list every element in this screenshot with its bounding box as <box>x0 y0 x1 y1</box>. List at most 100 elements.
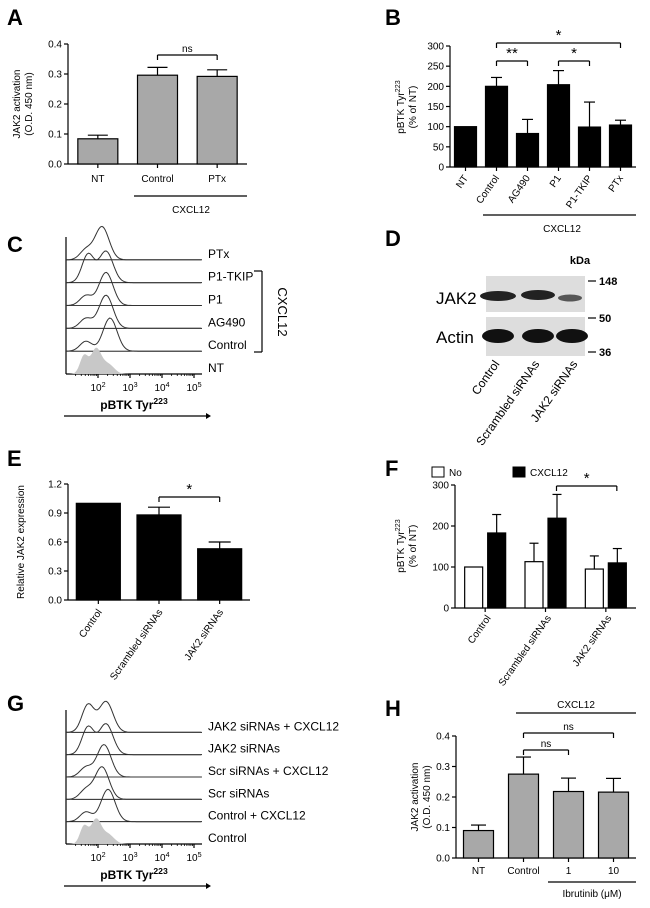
y-axis-label: (O.D. 450 nm) <box>422 765 433 828</box>
y-tick-label: 300 <box>427 42 444 53</box>
chart-B: 0 50 100 150 200 250 300 NT Control AG490 P1 P1-TKI… <box>393 27 636 235</box>
y-tick-label: 200 <box>427 82 444 93</box>
track-label: JAK2 siRNAs + CXCL12 <box>208 719 339 733</box>
jak2-band <box>558 294 582 302</box>
group-label: CXCL12 <box>557 700 595 711</box>
histogram-curve <box>65 294 201 329</box>
histogram-C: 102 103 104 105 pBTK Tyr223 PTx P1-TKIP P1 AG490… <box>64 225 290 419</box>
significance-label: * <box>584 470 590 487</box>
x-tick-label: PTx <box>208 174 226 185</box>
x-tick-label: Scrambled siRNAs <box>497 613 554 688</box>
x-tick-label: Control <box>507 866 539 877</box>
histogram-curve <box>66 250 201 284</box>
row-label: Actin <box>436 328 474 347</box>
histogram-curve <box>65 744 201 778</box>
significance-label: * <box>556 27 562 44</box>
bar <box>597 791 630 859</box>
y-tick-label: 200 <box>432 522 449 533</box>
y-tick-label: 0.2 <box>48 100 62 111</box>
histogram-curve <box>66 700 201 733</box>
actin-band <box>482 329 514 343</box>
track-label: P1-TKIP <box>208 270 253 284</box>
track-label: Control <box>208 338 247 352</box>
y-axis-label: JAK2 activation <box>12 70 23 139</box>
y-tick-label: 0.3 <box>436 762 450 773</box>
track-label: AG490 <box>208 315 246 329</box>
histogram-fill <box>66 818 202 844</box>
x-tick-label: 105 <box>186 380 201 394</box>
y-axis-label: pBTK Tyr223 <box>393 519 407 573</box>
bar <box>524 561 544 609</box>
y-tick-label: 300 <box>432 481 449 492</box>
y-axis-label: Relative JAK2 expression <box>16 485 27 599</box>
histogram-fill <box>66 347 202 374</box>
y-tick-label: 0 <box>438 163 444 174</box>
panel-label-C: C <box>7 232 23 257</box>
bar <box>507 773 540 859</box>
y-tick-label: 0.2 <box>436 793 450 804</box>
actin-band <box>556 329 588 343</box>
track-label: PTx <box>208 247 229 261</box>
row-label: JAK2 <box>436 289 477 308</box>
marker-label: 148 <box>599 276 617 288</box>
bar <box>547 517 567 609</box>
y-tick-label: 1.2 <box>48 480 62 491</box>
legend-label: No <box>449 468 462 479</box>
bar <box>546 84 571 168</box>
bar <box>484 85 509 168</box>
x-axis-label: pBTK Tyr223 <box>100 866 168 882</box>
x-tick-label: PTx <box>607 173 626 194</box>
x-tick-label: 10 <box>608 866 620 877</box>
x-tick-label: Control <box>474 173 502 206</box>
bar <box>77 138 119 165</box>
bracket-label: CXCL12 <box>275 287 290 336</box>
track-label: Scr siRNAs + CXCL12 <box>208 764 329 778</box>
panel-label-B: B <box>385 5 401 30</box>
track-label: P1 <box>208 293 223 307</box>
significance-label: ns <box>182 44 193 55</box>
x-tick-label: 103 <box>122 380 137 394</box>
y-axis-label: (% of NT) <box>408 525 419 568</box>
bar <box>487 532 507 609</box>
x-tick-label: NT <box>454 173 471 190</box>
x-tick-label: JAK2 siRNAs <box>571 613 614 668</box>
marker-label: 36 <box>599 347 611 359</box>
legend-label: CXCL12 <box>530 468 568 479</box>
track-label: NT <box>208 361 225 375</box>
marker-label: 50 <box>599 313 611 325</box>
chart-E: 0.0 0.3 0.6 0.9 1.2 Control Scrambled siRNAs JA… <box>16 480 250 682</box>
y-tick-label: 0.6 <box>48 538 62 549</box>
x-tick-label: NT <box>472 866 485 877</box>
significance-label: ns <box>563 722 574 733</box>
y-tick-label: 100 <box>427 122 444 133</box>
significance-label: ns <box>541 739 552 750</box>
y-axis-label: pBTK Tyr223 <box>393 80 407 134</box>
x-tick-label: AG490 <box>506 173 533 205</box>
histogram-G: 102 103 104 105 pBTK Tyr223 JAK2 siRNAs + CXC… <box>64 700 339 889</box>
histogram-curve <box>66 723 201 756</box>
x-tick-label: NT <box>91 174 104 185</box>
jak2-band <box>480 291 516 301</box>
y-tick-label: 0.3 <box>48 70 62 81</box>
bar <box>515 132 540 168</box>
x-tick-label: Control <box>141 174 173 185</box>
y-tick-label: 0.1 <box>436 823 450 834</box>
chart-H: 0.0 0.1 0.2 0.3 0.4 NT Control 1 10 CXCL12 Ibrutin… <box>410 700 636 900</box>
y-tick-label: 50 <box>433 142 445 153</box>
histogram-curve <box>65 225 201 261</box>
group-label: CXCL12 <box>172 205 210 216</box>
bar <box>136 514 182 601</box>
y-tick-label: 0.0 <box>48 596 62 607</box>
histogram-curve <box>65 766 201 800</box>
x-tick-label: Control <box>466 613 494 646</box>
y-tick-label: 100 <box>432 563 449 574</box>
panel-label-F: F <box>385 456 398 481</box>
x-tick-label: P1-TKIP <box>564 173 595 211</box>
y-tick-label: 0.0 <box>436 854 450 865</box>
x-axis-label: pBTK Tyr223 <box>100 396 168 412</box>
y-tick-label: 250 <box>427 62 444 73</box>
arrow-head <box>206 883 211 889</box>
track-label: JAK2 siRNAs <box>208 742 280 756</box>
significance-label: * <box>571 45 577 62</box>
